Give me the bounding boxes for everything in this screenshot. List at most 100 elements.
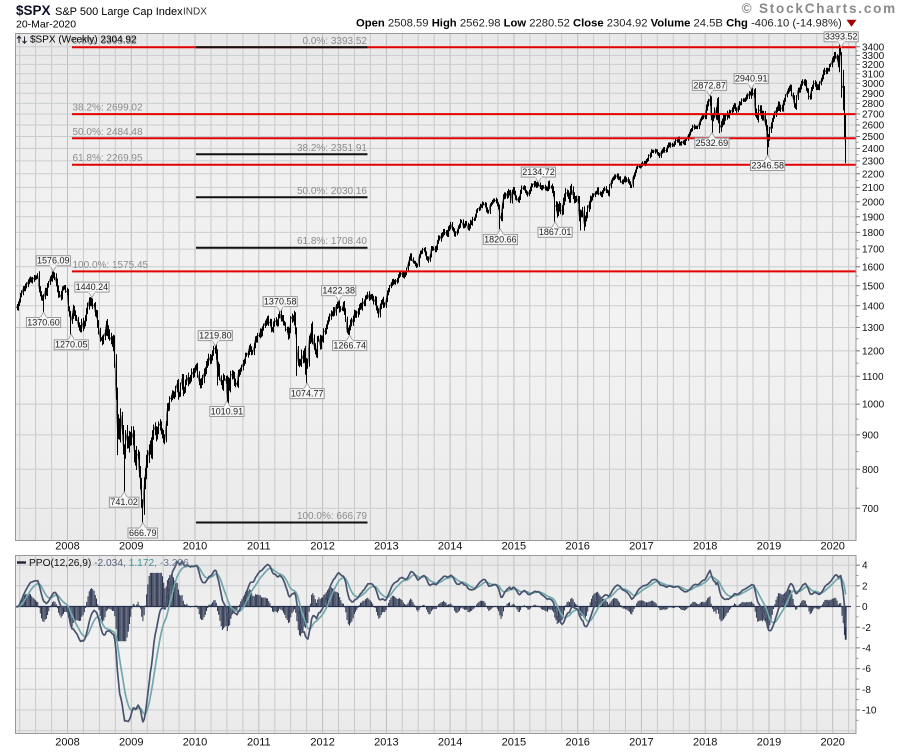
svg-text:1270.05: 1270.05 xyxy=(55,340,88,350)
svg-text:3100: 3100 xyxy=(862,69,885,80)
svg-text:0.0%: 3393.52: 0.0%: 3393.52 xyxy=(73,36,138,47)
svg-text:2532.69: 2532.69 xyxy=(696,138,729,148)
svg-text:1800: 1800 xyxy=(862,228,885,239)
svg-text:100.0%: 1575.45: 100.0%: 1575.45 xyxy=(73,260,149,271)
svg-text:1867.01: 1867.01 xyxy=(539,227,572,237)
svg-text:2600: 2600 xyxy=(862,121,885,132)
svg-text:2700: 2700 xyxy=(862,110,885,121)
svg-text:2300: 2300 xyxy=(862,157,885,168)
svg-text:-4: -4 xyxy=(862,644,871,655)
svg-text:2009: 2009 xyxy=(119,541,143,553)
svg-text:700: 700 xyxy=(862,504,879,515)
svg-text:4: 4 xyxy=(862,561,868,572)
svg-text:2009: 2009 xyxy=(119,737,143,749)
svg-text:2020: 2020 xyxy=(820,541,844,553)
svg-text:-6: -6 xyxy=(862,664,871,675)
svg-text:2008: 2008 xyxy=(55,541,79,553)
svg-text:3200: 3200 xyxy=(862,60,885,71)
svg-text:2014: 2014 xyxy=(438,541,462,553)
svg-text:2015: 2015 xyxy=(502,541,526,553)
svg-text:1700: 1700 xyxy=(862,245,885,256)
svg-text:2400: 2400 xyxy=(862,144,885,155)
svg-text:2940.91: 2940.91 xyxy=(735,74,768,84)
svg-text:900: 900 xyxy=(862,431,879,442)
svg-text:3393.52: 3393.52 xyxy=(825,32,858,42)
svg-text:2018: 2018 xyxy=(693,541,717,553)
svg-text:20-Mar-2020: 20-Mar-2020 xyxy=(16,19,76,31)
svg-text:© StockCharts.com: © StockCharts.com xyxy=(742,1,897,16)
svg-text:3300: 3300 xyxy=(862,51,885,62)
svg-text:Open 2508.59 High 2562.98 Low: Open 2508.59 High 2562.98 Low 2280.52 Cl… xyxy=(356,18,842,30)
svg-text:2015: 2015 xyxy=(502,737,526,749)
svg-text:2010: 2010 xyxy=(183,541,207,553)
svg-text:1100: 1100 xyxy=(862,372,884,383)
svg-text:2200: 2200 xyxy=(862,169,885,180)
svg-text:666.79: 666.79 xyxy=(129,528,157,538)
svg-text:2010: 2010 xyxy=(183,737,207,749)
svg-text:1000: 1000 xyxy=(862,400,885,411)
svg-text:1370.58: 1370.58 xyxy=(264,297,297,307)
svg-text:2013: 2013 xyxy=(374,737,398,749)
svg-text:1440.24: 1440.24 xyxy=(76,282,109,292)
svg-text:1576.09: 1576.09 xyxy=(37,256,70,266)
svg-text:$SPX: $SPX xyxy=(16,3,51,18)
svg-text:1266.74: 1266.74 xyxy=(333,341,366,351)
svg-text:2016: 2016 xyxy=(565,541,589,553)
svg-text:2008: 2008 xyxy=(55,737,79,749)
svg-text:1500: 1500 xyxy=(862,281,885,292)
svg-text:1900: 1900 xyxy=(862,212,885,223)
svg-text:2900: 2900 xyxy=(862,89,885,100)
svg-text:2011: 2011 xyxy=(247,737,271,749)
svg-text:61.8%: 1708.40: 61.8%: 1708.40 xyxy=(297,236,367,247)
svg-text:741.02: 741.02 xyxy=(110,497,138,507)
svg-text:2134.72: 2134.72 xyxy=(522,167,555,177)
svg-text:-10: -10 xyxy=(862,706,877,717)
svg-text:38.2%: 2699.02: 38.2%: 2699.02 xyxy=(73,103,143,114)
svg-text:1219.80: 1219.80 xyxy=(199,331,232,341)
svg-text:100.0%: 666.79: 100.0%: 666.79 xyxy=(297,511,367,522)
svg-text:800: 800 xyxy=(862,465,879,476)
svg-text:3000: 3000 xyxy=(862,79,885,90)
svg-text:2018: 2018 xyxy=(693,737,717,749)
svg-text:-2: -2 xyxy=(862,623,871,634)
svg-text:2012: 2012 xyxy=(310,541,334,553)
svg-text:2017: 2017 xyxy=(629,541,653,553)
svg-text:0: 0 xyxy=(862,602,868,613)
svg-text:50.0%: 2030.16: 50.0%: 2030.16 xyxy=(297,186,367,197)
svg-text:-8: -8 xyxy=(862,685,871,696)
svg-text:2013: 2013 xyxy=(374,541,398,553)
svg-text:0.0%: 3393.52: 0.0%: 3393.52 xyxy=(303,36,368,47)
svg-text:2019: 2019 xyxy=(757,737,781,749)
svg-text:61.8%: 2269.95: 61.8%: 2269.95 xyxy=(73,153,143,164)
svg-text:1370.60: 1370.60 xyxy=(27,317,60,327)
svg-text:PPO(12,26,9) -2.034, 1.172, -3: PPO(12,26,9) -2.034, 1.172, -3.206 xyxy=(29,558,189,569)
svg-text:3400: 3400 xyxy=(862,42,885,53)
svg-text:2872.87: 2872.87 xyxy=(693,80,726,90)
svg-text:2: 2 xyxy=(862,581,868,592)
svg-text:2012: 2012 xyxy=(310,737,334,749)
svg-text:2500: 2500 xyxy=(862,132,885,143)
svg-text:1400: 1400 xyxy=(862,301,885,312)
svg-text:2020: 2020 xyxy=(820,737,844,749)
svg-text:1300: 1300 xyxy=(862,323,885,334)
svg-text:2014: 2014 xyxy=(438,737,462,749)
svg-text:50.0%: 2484.48: 50.0%: 2484.48 xyxy=(73,127,143,138)
svg-text:INDX: INDX xyxy=(183,7,207,18)
svg-text:2346.58: 2346.58 xyxy=(751,160,784,170)
svg-text:$SPX (Weekly) 2304.92: $SPX (Weekly) 2304.92 xyxy=(30,35,137,46)
svg-text:2019: 2019 xyxy=(757,541,781,553)
svg-text:1600: 1600 xyxy=(862,262,885,273)
svg-text:38.2%: 2351.91: 38.2%: 2351.91 xyxy=(297,143,367,154)
svg-text:2800: 2800 xyxy=(862,99,885,110)
svg-text:2011: 2011 xyxy=(247,541,271,553)
svg-text:S&P 500 Large Cap Index: S&P 500 Large Cap Index xyxy=(55,6,183,18)
svg-text:2000: 2000 xyxy=(862,197,885,208)
svg-text:2016: 2016 xyxy=(565,737,589,749)
svg-text:2017: 2017 xyxy=(629,737,653,749)
svg-text:1074.77: 1074.77 xyxy=(291,389,324,399)
svg-text:1200: 1200 xyxy=(862,347,885,358)
svg-text:1422.38: 1422.38 xyxy=(322,286,355,296)
svg-text:2100: 2100 xyxy=(862,183,885,194)
svg-text:1010.91: 1010.91 xyxy=(211,406,244,416)
svg-text:1820.66: 1820.66 xyxy=(484,235,517,245)
